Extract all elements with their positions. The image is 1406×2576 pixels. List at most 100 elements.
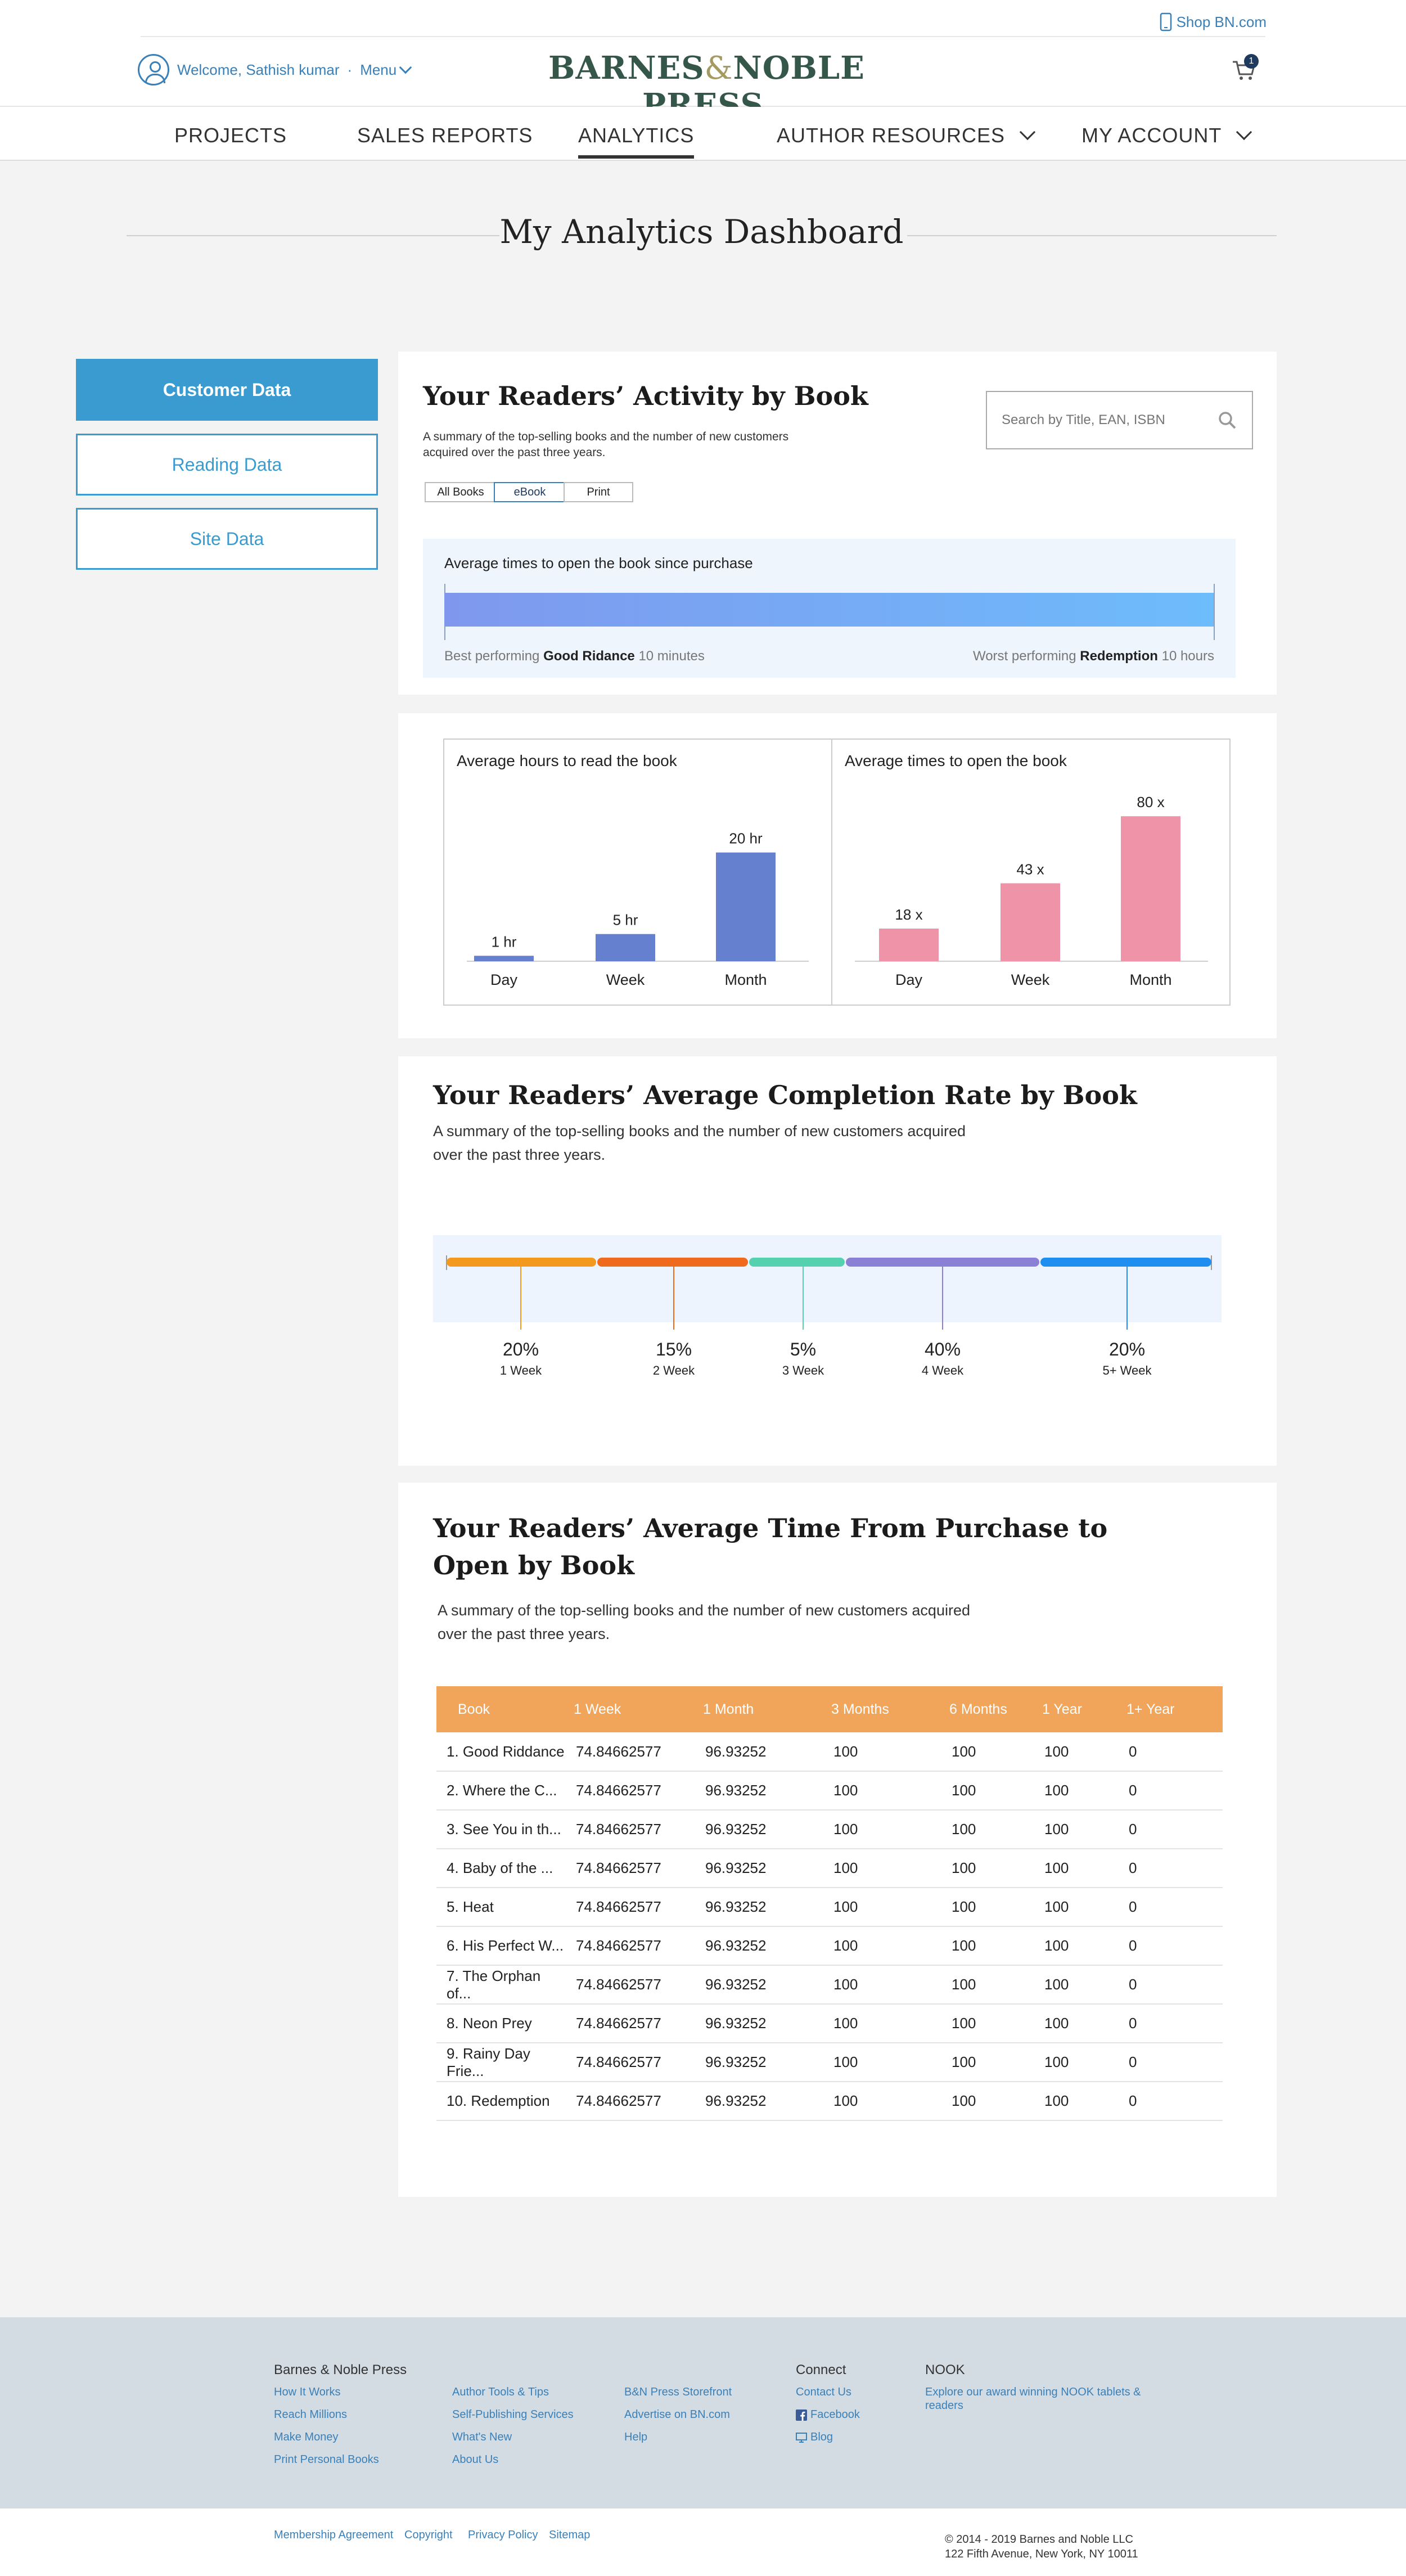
footer-link-whats-new[interactable]: What's New — [452, 2431, 512, 2443]
footer-link-make-money[interactable]: Make Money — [274, 2431, 339, 2443]
table-cell-value: 100 — [1034, 2004, 1119, 2043]
time-to-open-table: Book 1 Week 1 Month 3 Months 6 Months 1 … — [436, 1686, 1223, 2121]
col-6-months[interactable]: 6 Months — [941, 1686, 1034, 1732]
col-book[interactable]: Book — [436, 1686, 566, 1732]
nav-my-account[interactable]: MY ACCOUNT — [1081, 124, 1252, 147]
copyright-line-1: © 2014 - 2019 Barnes and Noble LLC — [945, 2533, 1133, 2546]
sidebar-reading-data[interactable]: Reading Data — [76, 434, 378, 496]
footer-link-help[interactable]: Help — [624, 2431, 648, 2443]
progress-percent: 20% — [503, 1339, 539, 1359]
col-1-year[interactable]: 1 Year — [1034, 1686, 1119, 1732]
col-1-week[interactable]: 1 Week — [566, 1686, 695, 1732]
search-input[interactable] — [1002, 409, 1204, 431]
footer-link-print-personal[interactable]: Print Personal Books — [274, 2453, 379, 2466]
activity-title: Your Readers’ Activity by Book — [423, 381, 868, 411]
sidebar-customer-data[interactable]: Customer Data — [76, 359, 378, 421]
col-1-month[interactable]: 1 Month — [695, 1686, 823, 1732]
time-subtitle-1: A summary of the top-selling books and t… — [438, 1602, 970, 1619]
table-row[interactable]: 5. Heat 74.84662577 96.93252 100 100 100 0 — [436, 1888, 1223, 1927]
user-menu[interactable]: Welcome, Sathish kumar · Menu — [138, 54, 412, 85]
footer-link-nook-2[interactable]: readers — [925, 2399, 963, 2412]
table-cell-value: 74.84662577 — [566, 1849, 695, 1888]
progress-segment[interactable] — [846, 1258, 1039, 1267]
nav-projects-label: PROJECTS — [174, 124, 287, 147]
col-1-plus-year[interactable]: 1+ Year — [1119, 1686, 1223, 1732]
table-cell-value: 74.84662577 — [566, 1810, 695, 1849]
table-cell-value: 74.84662577 — [566, 1926, 695, 1966]
progress-percent: 40% — [925, 1339, 961, 1359]
progress-segment[interactable] — [597, 1258, 748, 1267]
chart-category-label: Week — [606, 971, 645, 988]
sidebar-site-data[interactable]: Site Data — [76, 508, 378, 570]
table-cell-value: 0 — [1119, 1849, 1223, 1888]
table-row[interactable]: 4. Baby of the ... 74.84662577 96.93252 100… — [436, 1849, 1223, 1888]
chart-bar-month[interactable] — [716, 852, 776, 961]
nav-sales-reports[interactable]: SALES REPORTS — [357, 124, 533, 147]
footer-head-nook: NOOK — [925, 2362, 965, 2377]
table-row[interactable]: 6. His Perfect W... 74.84662577 96.93252 10… — [436, 1926, 1223, 1966]
footer-link-sitemap[interactable]: Sitemap — [549, 2529, 591, 2541]
filter-print[interactable]: Print — [564, 482, 633, 502]
table-cell-value: 96.93252 — [695, 1810, 823, 1849]
footer-link-reach-millions[interactable]: Reach Millions — [274, 2408, 348, 2421]
shop-bn-link[interactable]: Shop BN.com — [1160, 12, 1267, 31]
table-cell-value: 74.84662577 — [566, 2043, 695, 2082]
col-3-months[interactable]: 3 Months — [823, 1686, 941, 1732]
footer-link-self-publishing[interactable]: Self-Publishing Services — [452, 2408, 574, 2421]
table-row[interactable]: 10. Redemption 74.84662577 96.93252 100 100 1… — [436, 2082, 1223, 2121]
logo-amp: & — [704, 50, 733, 87]
progress-segment[interactable] — [749, 1258, 845, 1267]
chart-bar-day[interactable] — [474, 956, 534, 961]
nav-projects[interactable]: PROJECTS — [174, 124, 287, 147]
footer-link-nook-1[interactable]: Explore our award winning NOOK tablets & — [925, 2386, 1141, 2398]
search-icon[interactable] — [1218, 411, 1236, 429]
shop-link-label: Shop BN.com — [1176, 13, 1267, 30]
menu-button[interactable]: Menu — [360, 61, 412, 79]
activity-card: Your Readers’ Activity by Book A summary… — [398, 352, 1277, 695]
chart-bar-week[interactable] — [1001, 883, 1060, 961]
nav-my-account-label: MY ACCOUNT — [1081, 124, 1222, 147]
footer-link-contact-us[interactable]: Contact Us — [796, 2386, 851, 2398]
table-cell-value: 100 — [1034, 2043, 1119, 2082]
table-cell-value: 100 — [823, 2082, 941, 2121]
chart-bar-month[interactable] — [1121, 816, 1180, 961]
table-row[interactable]: 2. Where the C... 74.84662577 96.93252 100 1… — [436, 1771, 1223, 1811]
table-cell-book: 9. Rainy Day Frie... — [436, 2043, 566, 2082]
table-cell-value: 100 — [823, 1888, 941, 1927]
best-value: 10 minutes — [638, 648, 705, 664]
footer-link-about-us[interactable]: About Us — [452, 2453, 499, 2466]
chart-bar-week[interactable] — [596, 934, 655, 961]
nav-author-resources[interactable]: AUTHOR RESOURCES — [777, 124, 1036, 147]
user-avatar-icon[interactable] — [138, 54, 169, 85]
filter-all-books[interactable]: All Books — [425, 482, 497, 502]
progress-segment[interactable] — [1040, 1258, 1211, 1267]
bn-press-logo[interactable]: BARNES&NOBLE PRESS — [548, 49, 864, 124]
chevron-down-icon — [1236, 124, 1252, 141]
table-cell-value: 100 — [1034, 2082, 1119, 2121]
charts-card: Average hours to read the book Average t… — [398, 713, 1277, 1038]
progress-segment[interactable] — [447, 1258, 596, 1267]
footer-link-membership[interactable]: Membership Agreement — [274, 2529, 394, 2541]
chart-bar-day[interactable] — [879, 929, 939, 961]
table-row[interactable]: 9. Rainy Day Frie... 74.84662577 96.93252 1… — [436, 2043, 1223, 2082]
nav-analytics[interactable]: ANALYTICS — [578, 124, 695, 159]
footer-link-blog[interactable]: Blog — [796, 2431, 833, 2444]
open-times-panel: Average times to open the book since pur… — [423, 539, 1236, 678]
table-row[interactable]: 3. See You in th... 74.84662577 96.93252 10… — [436, 1810, 1223, 1849]
table-row[interactable]: 7. The Orphan of... 74.84662577 96.93252 10… — [436, 1965, 1223, 2005]
footer-link-storefront[interactable]: B&N Press Storefront — [624, 2386, 732, 2398]
table-cell-value: 74.84662577 — [566, 2082, 695, 2121]
footer-link-privacy[interactable]: Privacy Policy — [468, 2529, 538, 2541]
table-row[interactable]: 1. Good Riddance 74.84662577 96.93252 100 10… — [436, 1732, 1223, 1772]
site-footer: Barnes & Noble Press How It Works Reach … — [0, 2317, 1406, 2509]
progress-percent: 5% — [790, 1339, 816, 1359]
footer-link-facebook[interactable]: Facebook — [796, 2408, 860, 2421]
table-cell-value: 96.93252 — [695, 1888, 823, 1927]
footer-link-author-tools[interactable]: Author Tools & Tips — [452, 2386, 549, 2398]
table-row[interactable]: 8. Neon Prey 74.84662577 96.93252 100 100 100… — [436, 2004, 1223, 2043]
table-cell-book: 4. Baby of the ... — [436, 1849, 566, 1888]
footer-link-how-it-works[interactable]: How It Works — [274, 2386, 341, 2398]
footer-link-advertise[interactable]: Advertise on BN.com — [624, 2408, 730, 2421]
filter-ebook[interactable]: eBook — [494, 482, 566, 502]
footer-link-copyright[interactable]: Copyright — [404, 2529, 453, 2541]
